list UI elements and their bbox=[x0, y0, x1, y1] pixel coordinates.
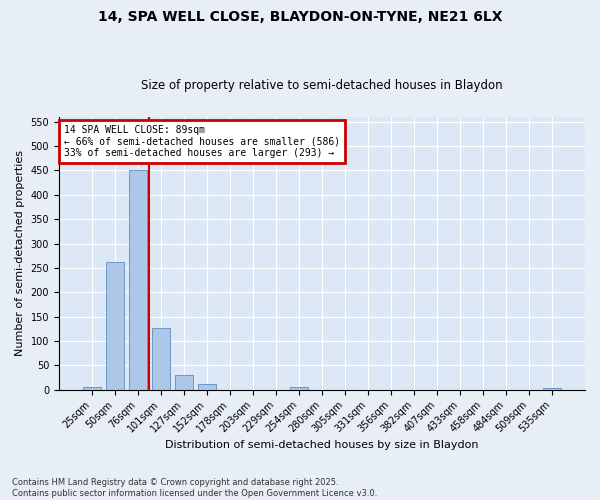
Bar bbox=[542, 388, 561, 390]
Bar bbox=[106, 262, 124, 390]
Text: 14, SPA WELL CLOSE, BLAYDON-ON-TYNE, NE21 6LX: 14, SPA WELL CLOSE, BLAYDON-ON-TYNE, NE2… bbox=[98, 10, 502, 24]
Bar bbox=[152, 328, 170, 390]
Bar bbox=[198, 384, 216, 390]
Bar bbox=[175, 374, 193, 390]
Y-axis label: Number of semi-detached properties: Number of semi-detached properties bbox=[15, 150, 25, 356]
Text: Contains HM Land Registry data © Crown copyright and database right 2025.
Contai: Contains HM Land Registry data © Crown c… bbox=[12, 478, 377, 498]
Text: 14 SPA WELL CLOSE: 89sqm
← 66% of semi-detached houses are smaller (586)
33% of : 14 SPA WELL CLOSE: 89sqm ← 66% of semi-d… bbox=[64, 125, 340, 158]
X-axis label: Distribution of semi-detached houses by size in Blaydon: Distribution of semi-detached houses by … bbox=[165, 440, 479, 450]
Bar bbox=[290, 388, 308, 390]
Title: Size of property relative to semi-detached houses in Blaydon: Size of property relative to semi-detach… bbox=[141, 79, 503, 92]
Bar bbox=[129, 170, 147, 390]
Bar bbox=[83, 388, 101, 390]
